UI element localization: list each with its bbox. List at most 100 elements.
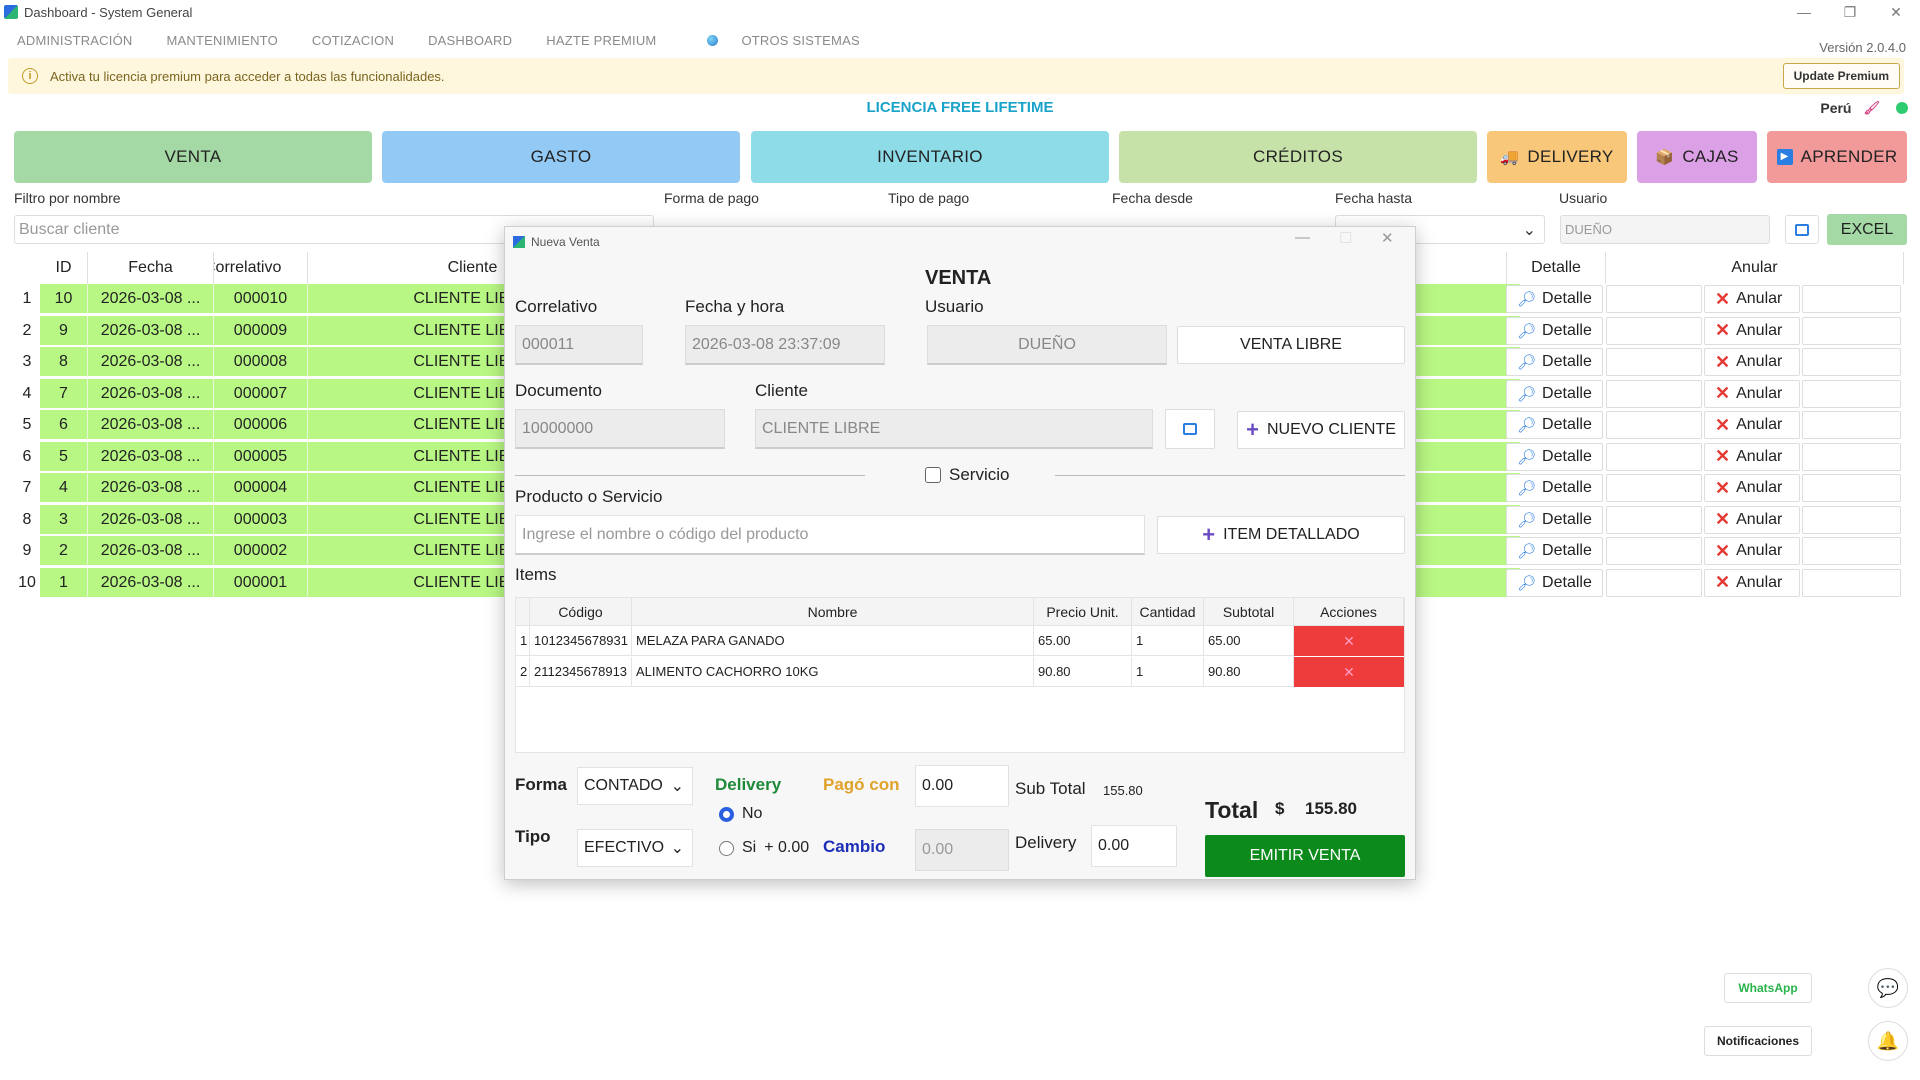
pago-con-input[interactable]: 0.00 [915, 765, 1009, 807]
venta-libre-button[interactable]: VENTA LIBRE [1177, 326, 1405, 364]
gasto-button[interactable]: GASTO [382, 131, 740, 183]
correlativo-field[interactable]: 000011 [515, 325, 643, 365]
app-icon [4, 5, 18, 19]
cliente-field[interactable]: CLIENTE LIBRE [755, 409, 1153, 449]
producto-search-input[interactable]: Ingrese el nombre o código del producto [515, 515, 1145, 555]
refresh-icon [1795, 223, 1809, 236]
menu-hazte-premium[interactable]: HAZTE PREMIUM [546, 32, 657, 48]
empty-cell [1606, 505, 1702, 534]
anular-button[interactable]: ✕ Anular [1704, 505, 1800, 534]
menu-administracion[interactable]: ADMINISTRACIÓN [17, 32, 133, 48]
col-correlativo[interactable]: Correlativo [214, 252, 308, 284]
row-number: 2 [14, 315, 40, 346]
banner-text: Activa tu licencia premium para acceder … [50, 68, 445, 84]
detalle-button[interactable]: 🔎︎ Detalle [1506, 411, 1603, 439]
magnifier-icon: 🔎︎ [1517, 448, 1537, 466]
delivery-no-radio[interactable]: No [719, 805, 762, 823]
anular-button[interactable]: ✕ Anular [1704, 537, 1800, 565]
delete-x-icon: ✕ [1343, 663, 1355, 680]
detalle-button[interactable]: 🔎︎ Detalle [1506, 474, 1603, 502]
delete-item-button[interactable]: ✕ [1294, 657, 1404, 687]
nuevo-cliente-button[interactable]: + NUEVO CLIENTE [1237, 411, 1405, 449]
detalle-label: Detalle [1542, 447, 1592, 465]
tipo-select[interactable]: EFECTIVO ⌄ [577, 829, 693, 867]
anular-label: Anular [1736, 479, 1783, 496]
menu-mantenimiento[interactable]: MANTENIMIENTO [166, 32, 278, 48]
menu-otros-sistemas[interactable]: OTROS SISTEMAS [690, 33, 860, 48]
cell-id: 4 [40, 473, 88, 503]
country-selector[interactable]: Perú 🖌 [1820, 100, 1880, 116]
detalle-button[interactable]: 🔎︎ Detalle [1506, 316, 1603, 345]
dialog-minimize-icon[interactable]: — [1295, 229, 1310, 246]
detalle-button[interactable]: 🔎︎ Detalle [1506, 348, 1603, 376]
emitir-venta-button[interactable]: EMITIR VENTA [1205, 835, 1405, 877]
detalle-button[interactable]: 🔎︎ Detalle [1506, 568, 1603, 597]
forma-select[interactable]: CONTADO ⌄ [577, 767, 693, 805]
close-x-icon: ✕ [1715, 320, 1731, 340]
brush-icon[interactable]: 🖌 [1863, 100, 1880, 115]
item-detallado-label: ITEM DETALLADO [1223, 526, 1360, 543]
tipo-label: Tipo [515, 827, 551, 846]
items-table: Código Nombre Precio Unit. Cantidad Subt… [515, 597, 1405, 753]
anular-button[interactable]: ✕ Anular [1704, 411, 1800, 439]
close-icon[interactable]: ✕ [1890, 3, 1902, 20]
item-cell-subtotal: 90.80 [1204, 657, 1294, 687]
delivery-amount-input[interactable]: 0.00 [1091, 825, 1177, 867]
col-fecha[interactable]: Fecha [88, 252, 214, 284]
menu-cotizacion[interactable]: COTIZACION [311, 32, 395, 48]
detalle-button[interactable]: 🔎︎ Detalle [1506, 379, 1603, 408]
col-id[interactable]: ID [40, 252, 88, 284]
row-number: 7 [14, 473, 40, 503]
usuario-field[interactable]: DUEÑO [1560, 215, 1770, 244]
maximize-icon[interactable]: ❐ [1843, 3, 1857, 20]
empty-cell [1802, 505, 1901, 534]
venta-button[interactable]: VENTA [14, 131, 372, 183]
dialog-maximize-icon[interactable]: ☐ [1339, 230, 1353, 247]
whatsapp-button[interactable]: WhatsApp [1724, 973, 1812, 1003]
anular-button[interactable]: ✕ Anular [1704, 379, 1800, 408]
detalle-button[interactable]: 🔎︎ Detalle [1506, 505, 1603, 534]
creditos-button[interactable]: CRÉDITOS [1119, 131, 1477, 183]
detalle-button[interactable]: 🔎︎ Detalle [1506, 537, 1603, 565]
servicio-checkbox[interactable]: Servicio [925, 465, 1009, 485]
update-premium-button[interactable]: Update Premium [1782, 63, 1900, 89]
cell-fecha: 2026-03-08 ... [88, 284, 214, 314]
nueva-venta-dialog: Nueva Venta — ☐ ✕ VENTA Correlativo Fech… [504, 226, 1416, 880]
notificaciones-button[interactable]: Notificaciones [1704, 1026, 1812, 1056]
buscar-cliente-button[interactable] [1165, 409, 1215, 449]
detalle-button[interactable]: 🔎︎ Detalle [1506, 285, 1603, 313]
bell-icon[interactable]: 🔔 [1868, 1021, 1908, 1061]
documento-field[interactable]: 10000000 [515, 409, 725, 449]
anular-button[interactable]: ✕ Anular [1704, 348, 1800, 376]
anular-button[interactable]: ✕ Anular [1704, 568, 1800, 597]
chat-icon[interactable]: 💬 [1868, 968, 1908, 1008]
refresh-button[interactable] [1785, 215, 1819, 244]
menu-dashboard[interactable]: DASHBOARD [428, 32, 513, 48]
col-detalle[interactable]: Detalle [1506, 252, 1606, 284]
anular-button[interactable]: ✕ Anular [1704, 285, 1800, 313]
cell-correlativo: 000002 [214, 536, 308, 566]
delete-item-button[interactable]: ✕ [1294, 626, 1404, 656]
anular-button[interactable]: ✕ Anular [1704, 316, 1800, 345]
inventario-button[interactable]: INVENTARIO [751, 131, 1109, 183]
venta-label: VENTA [164, 147, 222, 166]
aprender-button[interactable]: ▶ APRENDER [1767, 131, 1907, 183]
servicio-label: Servicio [949, 465, 1010, 484]
detalle-button[interactable]: 🔎︎ Detalle [1506, 442, 1603, 471]
anular-button[interactable]: ✕ Anular [1704, 474, 1800, 502]
excel-button[interactable]: EXCEL [1827, 214, 1907, 245]
col-anular[interactable]: Anular [1606, 252, 1904, 284]
dialog-close-icon[interactable]: ✕ [1381, 230, 1394, 247]
anular-button[interactable]: ✕ Anular [1704, 442, 1800, 471]
delivery-button[interactable]: 🚚 DELIVERY [1487, 131, 1627, 183]
fecha-hora-field[interactable]: 2026-03-08 23:37:09 [685, 325, 885, 365]
aprender-label: APRENDER [1800, 147, 1898, 166]
dialog-heading: VENTA [925, 267, 992, 289]
detalle-label: Detalle [1542, 321, 1592, 339]
delivery-si-radio[interactable]: Si + 0.00 [719, 839, 809, 857]
usuario-dialog-field[interactable]: DUEÑO [927, 325, 1167, 365]
nuevo-cliente-label: NUEVO CLIENTE [1266, 421, 1396, 438]
minimize-icon[interactable]: — [1797, 4, 1811, 20]
cajas-button[interactable]: 📦 CAJAS [1637, 131, 1757, 183]
item-detallado-button[interactable]: + ITEM DETALLADO [1157, 516, 1405, 554]
